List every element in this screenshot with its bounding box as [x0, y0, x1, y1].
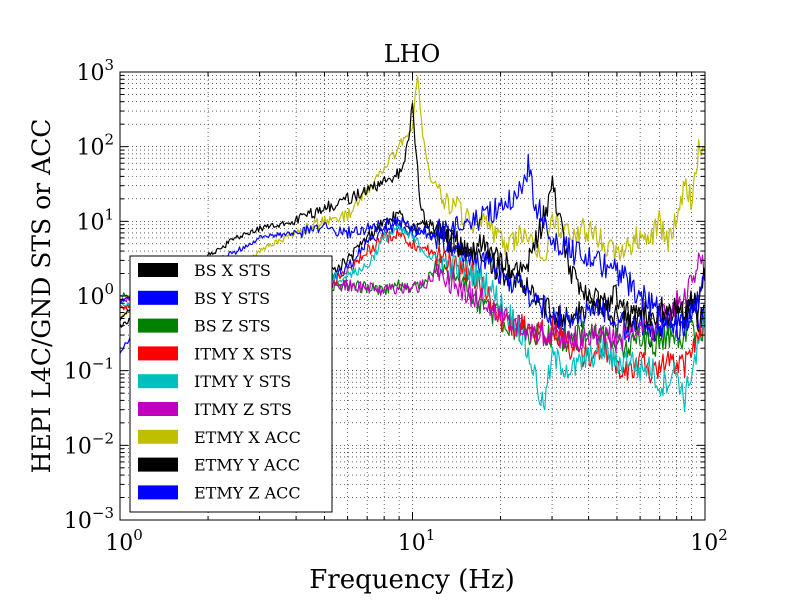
legend-label: ETMY Y ACC [194, 456, 300, 475]
legend-swatch [138, 318, 178, 333]
chart-title: LHO [384, 40, 441, 68]
x-axis-label: Frequency (Hz) [309, 565, 515, 595]
tick-labels: 100 101 102 10−3 10−2 10−1 100 101 102 103 [64, 56, 728, 556]
series-line-7 [120, 102, 705, 327]
y-tick-label: 10−2 [64, 429, 114, 459]
legend-label: ITMY Z STS [194, 400, 292, 419]
legend-label: ETMY X ACC [194, 428, 301, 447]
x-tick-label: 100 [105, 526, 143, 556]
legend-label: ITMY X STS [194, 344, 292, 363]
legend-swatch [138, 346, 178, 361]
x-tick-label: 102 [690, 526, 728, 556]
legend-label: BS X STS [194, 261, 271, 280]
legend-swatch [138, 485, 178, 500]
legend: BS X STS BS Y STS BS Z STS ITMY X STS ITMY Y… [129, 255, 333, 513]
grid [120, 72, 705, 520]
legend-swatch [138, 290, 178, 305]
legend-swatch [138, 374, 178, 389]
y-tick-label: 102 [76, 131, 114, 161]
y-tick-label: 10−3 [64, 504, 114, 534]
legend-items: BS X STS BS Y STS BS Z STS ITMY X STS ITMY Y… [138, 261, 301, 502]
y-tick-label: 10−1 [64, 355, 114, 385]
y-tick-label: 103 [76, 56, 114, 86]
legend-swatch [138, 457, 178, 472]
legend-label: BS Z STS [194, 317, 271, 336]
legend-swatch [138, 429, 178, 444]
y-axis-label: HEPI L4C/GND STS or ACC [27, 119, 56, 474]
x-tick-label: 101 [398, 526, 436, 556]
axis-ticks [119, 71, 706, 521]
legend-swatch [138, 402, 178, 416]
y-tick-label: 100 [76, 280, 114, 310]
legend-swatch [138, 263, 178, 277]
y-tick-label: 101 [76, 205, 114, 235]
legend-label: ITMY Y STS [194, 372, 291, 391]
legend-label: ETMY Z ACC [194, 483, 301, 502]
legend-label: BS Y STS [194, 289, 270, 308]
